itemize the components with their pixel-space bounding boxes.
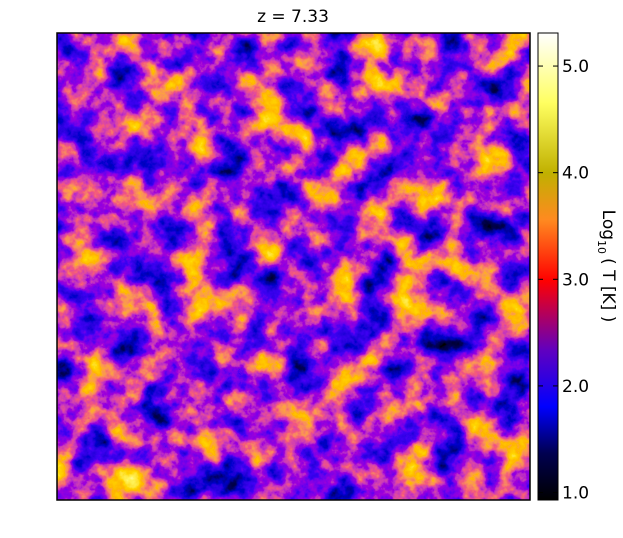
- colorbar-label-text: Log: [598, 210, 618, 240]
- colorbar: [537, 32, 559, 501]
- colorbar-tick-label: 4.0: [562, 164, 589, 184]
- map-frame: [56, 32, 531, 501]
- colorbar-tick-label: 2.0: [562, 377, 589, 397]
- temperature-map: [57, 33, 530, 500]
- colorbar-label: Log10 ( T [K] ): [595, 210, 618, 323]
- title: z = 7.33: [257, 7, 329, 27]
- colorbar-label-subscript: 10: [595, 240, 608, 254]
- colorbar-tick-label: 1.0: [562, 484, 589, 504]
- colorbar-tick-label: 5.0: [562, 57, 589, 77]
- colorbar-label-suffix: ( T [K] ): [598, 258, 618, 322]
- colorbar-tick-label: 3.0: [562, 270, 589, 290]
